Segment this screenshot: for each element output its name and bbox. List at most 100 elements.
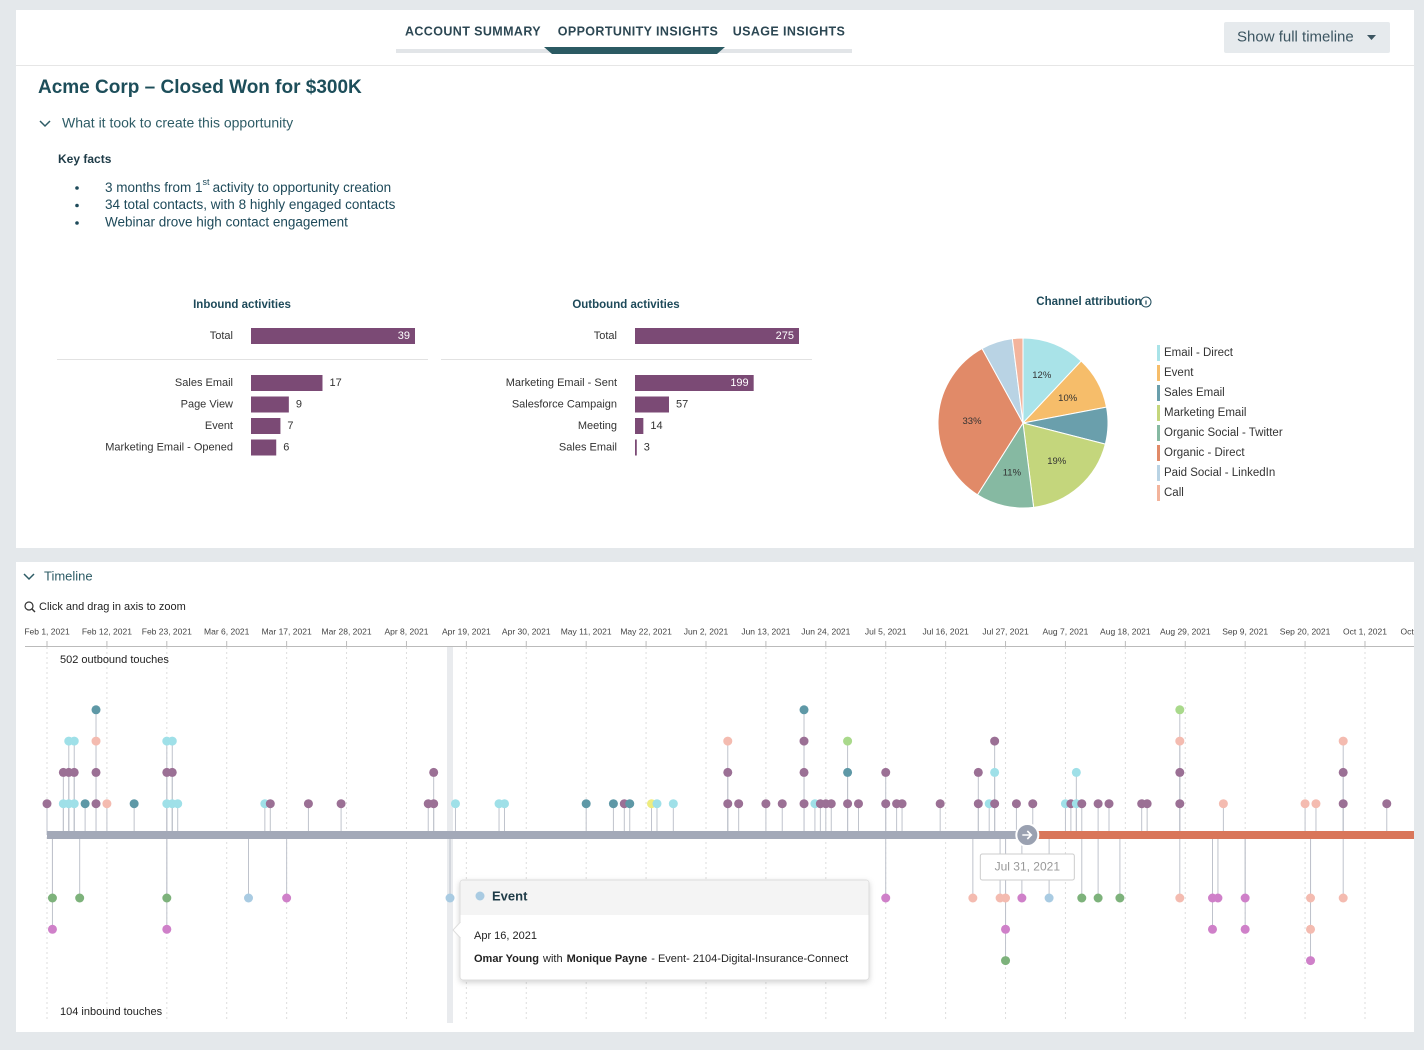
touch-dot[interactable] bbox=[843, 736, 853, 746]
legend-label[interactable]: Marketing Email bbox=[1164, 407, 1246, 419]
touch-dot[interactable] bbox=[80, 799, 90, 809]
touch-dot[interactable] bbox=[826, 799, 836, 809]
touch-dot[interactable] bbox=[1311, 799, 1321, 809]
touch-dot[interactable] bbox=[581, 799, 591, 809]
touch-dot[interactable] bbox=[303, 799, 313, 809]
touch-dot[interactable] bbox=[1142, 799, 1152, 809]
touch-dot[interactable] bbox=[1207, 924, 1217, 934]
touch-dot[interactable] bbox=[1240, 893, 1250, 903]
touch-dot[interactable] bbox=[1306, 956, 1316, 966]
touch-dot[interactable] bbox=[1001, 956, 1011, 966]
section-toggle[interactable]: What it took to create this opportunity bbox=[62, 115, 293, 131]
touch-dot[interactable] bbox=[1077, 799, 1087, 809]
touch-dot[interactable] bbox=[897, 799, 907, 809]
touch-dot[interactable] bbox=[723, 767, 733, 777]
touch-dot[interactable] bbox=[761, 799, 771, 809]
touch-dot[interactable] bbox=[1213, 893, 1223, 903]
touch-dot[interactable] bbox=[91, 705, 101, 715]
touch-dot[interactable] bbox=[91, 767, 101, 777]
collapse-chevron[interactable] bbox=[39, 120, 51, 128]
touch-dot[interactable] bbox=[1175, 767, 1185, 777]
touch-dot[interactable] bbox=[799, 736, 809, 746]
touch-dot[interactable] bbox=[1011, 799, 1021, 809]
touch-dot[interactable] bbox=[935, 799, 945, 809]
touch-dot[interactable] bbox=[167, 767, 177, 777]
touch-dot[interactable] bbox=[69, 736, 79, 746]
touch-dot[interactable] bbox=[173, 799, 183, 809]
legend-label[interactable]: Sales Email bbox=[1164, 387, 1225, 399]
touch-dot[interactable] bbox=[799, 799, 809, 809]
touch-dot[interactable] bbox=[1300, 799, 1310, 809]
touch-dot[interactable] bbox=[1104, 799, 1114, 809]
legend-label[interactable]: Call bbox=[1164, 487, 1184, 499]
tab[interactable]: ACCOUNT SUMMARY bbox=[405, 24, 541, 38]
touch-dot[interactable] bbox=[129, 799, 139, 809]
touch-dot[interactable] bbox=[47, 893, 57, 903]
touch-dot[interactable] bbox=[990, 767, 1000, 777]
touch-dot[interactable] bbox=[990, 799, 1000, 809]
touch-dot[interactable] bbox=[265, 799, 275, 809]
touch-dot[interactable] bbox=[1306, 893, 1316, 903]
tab[interactable]: USAGE INSIGHTS bbox=[733, 24, 846, 38]
touch-dot[interactable] bbox=[1115, 893, 1125, 903]
touch-dot[interactable] bbox=[1001, 924, 1011, 934]
touch-dot[interactable] bbox=[1338, 893, 1348, 903]
touch-dot[interactable] bbox=[69, 799, 79, 809]
touch-dot[interactable] bbox=[162, 893, 172, 903]
touch-dot[interactable] bbox=[1077, 893, 1087, 903]
touch-dot[interactable] bbox=[625, 799, 635, 809]
touch-dot[interactable] bbox=[1306, 924, 1316, 934]
touch-dot[interactable] bbox=[968, 893, 978, 903]
touch-dot[interactable] bbox=[1382, 799, 1392, 809]
touch-dot[interactable] bbox=[799, 767, 809, 777]
touch-dot[interactable] bbox=[881, 893, 891, 903]
touch-dot[interactable] bbox=[1175, 893, 1185, 903]
legend-label[interactable]: Email - Direct bbox=[1164, 347, 1234, 359]
touch-dot[interactable] bbox=[282, 893, 292, 903]
touch-dot[interactable] bbox=[75, 893, 85, 903]
touch-dot[interactable] bbox=[1175, 705, 1185, 715]
timeline-chevron[interactable] bbox=[23, 573, 35, 581]
touch-dot[interactable] bbox=[777, 799, 787, 809]
touch-dot[interactable] bbox=[668, 799, 678, 809]
info-icon[interactable] bbox=[1140, 296, 1152, 308]
touch-dot[interactable] bbox=[608, 799, 618, 809]
touch-dot[interactable] bbox=[244, 893, 254, 903]
touch-dot[interactable] bbox=[723, 736, 733, 746]
timeline-button-label[interactable]: Show full timeline bbox=[1237, 28, 1354, 45]
legend-label[interactable]: Organic - Direct bbox=[1164, 447, 1245, 459]
touch-dot[interactable] bbox=[429, 767, 439, 777]
touch-dot[interactable] bbox=[499, 799, 509, 809]
touch-dot[interactable] bbox=[1028, 799, 1038, 809]
touch-dot[interactable] bbox=[1071, 767, 1081, 777]
legend-label[interactable]: Paid Social - LinkedIn bbox=[1164, 467, 1275, 479]
touch-dot[interactable] bbox=[1017, 893, 1027, 903]
touch-dot[interactable] bbox=[1338, 799, 1348, 809]
touch-dot[interactable] bbox=[881, 799, 891, 809]
touch-dot[interactable] bbox=[69, 767, 79, 777]
legend-label[interactable]: Organic Social - Twitter bbox=[1164, 427, 1283, 439]
touch-dot[interactable] bbox=[1044, 893, 1054, 903]
legend-label[interactable]: Event bbox=[1164, 367, 1194, 379]
touch-dot[interactable] bbox=[336, 799, 346, 809]
touch-dot[interactable] bbox=[47, 924, 57, 934]
touch-dot[interactable] bbox=[450, 799, 460, 809]
touch-dot[interactable] bbox=[445, 893, 455, 903]
touch-dot[interactable] bbox=[1093, 799, 1103, 809]
touch-dot[interactable] bbox=[1175, 736, 1185, 746]
tab-active[interactable]: OPPORTUNITY INSIGHTS bbox=[558, 24, 719, 38]
timeline-title[interactable]: Timeline bbox=[44, 568, 93, 583]
touch-dot[interactable] bbox=[1240, 924, 1250, 934]
touch-dot[interactable] bbox=[1218, 799, 1228, 809]
touch-dot[interactable] bbox=[1175, 799, 1185, 809]
touch-dot[interactable] bbox=[1093, 893, 1103, 903]
touch-dot[interactable] bbox=[1338, 736, 1348, 746]
touch-dot[interactable] bbox=[102, 799, 112, 809]
touch-dot[interactable] bbox=[853, 799, 863, 809]
touch-dot[interactable] bbox=[91, 736, 101, 746]
touch-dot[interactable] bbox=[881, 767, 891, 777]
touch-dot[interactable] bbox=[429, 799, 439, 809]
touch-dot[interactable] bbox=[799, 705, 809, 715]
touch-dot[interactable] bbox=[734, 799, 744, 809]
touch-dot[interactable] bbox=[990, 736, 1000, 746]
